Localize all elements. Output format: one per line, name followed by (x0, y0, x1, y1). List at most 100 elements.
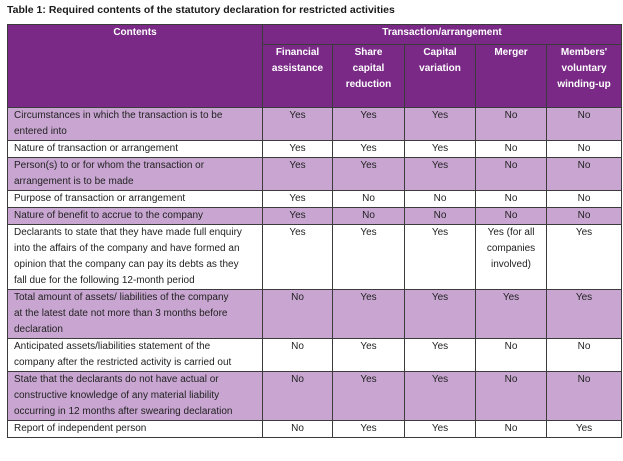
value-cell: Yes (404, 140, 476, 158)
row-label-line: Anticipated assets/liabilities statement… (14, 341, 211, 352)
value-cell: Yes (332, 107, 405, 141)
row-label-cell: Purpose of transaction or arrangement (7, 190, 263, 208)
table-row: Circumstances in which the transaction i… (7, 107, 623, 141)
value-cell: No (475, 371, 547, 421)
value-cell: Yes (262, 107, 333, 141)
row-label-line: Nature of transaction or arrangement (14, 143, 178, 154)
value-line: Yes (431, 160, 449, 171)
row-label-line: entered into (14, 126, 67, 137)
value-line: No (291, 423, 304, 434)
row-label-line: Purpose of transaction or arrangement (14, 193, 186, 204)
value-line: Yes (360, 292, 377, 303)
value-line: No (504, 210, 518, 221)
row-label-line: Declarants to state that they have made … (14, 227, 242, 238)
value-line: No (291, 341, 304, 352)
value-cell: No (262, 338, 333, 372)
row-label-line: company after the restricted activity is… (14, 357, 232, 368)
value-line: Yes (575, 227, 593, 238)
value-cell: Yes (404, 224, 476, 290)
value-line: No (577, 374, 591, 385)
table-row: Total amount of assets/ liabilities of t… (7, 289, 623, 339)
value-cell: No (475, 207, 547, 225)
value-line: Yes (289, 143, 306, 154)
value-line: No (504, 160, 518, 171)
value-cell: Yes (332, 338, 405, 372)
value-cell: No (475, 157, 547, 191)
value-cell: Yes (262, 140, 333, 158)
value-cell: Yes (404, 107, 476, 141)
contents-header: Contents (7, 24, 263, 108)
value-line: No (291, 374, 304, 385)
column-header-line: reduction (345, 79, 392, 90)
column-header: Merger (475, 44, 547, 108)
value-line: No (504, 143, 518, 154)
row-label-line: Person(s) to or for whom the transaction… (14, 160, 205, 171)
column-header-line: Members' (560, 47, 608, 58)
value-cell: No (545, 371, 623, 421)
value-line: No (577, 160, 591, 171)
row-label-line: into the affairs of the company and have… (14, 243, 240, 254)
value-cell: Yes (262, 190, 333, 208)
value-line: No (577, 143, 591, 154)
value-line: Yes (431, 341, 449, 352)
value-cell: Yes (545, 420, 623, 438)
value-cell: Yes (332, 140, 405, 158)
value-cell: No (545, 157, 623, 191)
value-line: Yes (for all (487, 227, 535, 238)
value-cell: No (332, 207, 405, 225)
value-line: No (433, 210, 447, 221)
value-line: No (433, 193, 447, 204)
row-label-line: declaration (14, 324, 63, 335)
value-line: Yes (502, 292, 520, 303)
value-cell: No (475, 420, 547, 438)
row-label-cell: Anticipated assets/liabilities statement… (7, 338, 263, 372)
value-cell: Yes (332, 289, 405, 339)
value-line: Yes (289, 110, 306, 121)
column-header: Capital variation (404, 44, 476, 108)
value-line: No (362, 210, 375, 221)
value-line: Yes (431, 374, 449, 385)
row-label-line: arrangement is to be made (14, 176, 134, 187)
value-cell: No (332, 190, 405, 208)
value-line: Yes (431, 227, 449, 238)
value-cell: Yes (262, 157, 333, 191)
value-line: No (577, 193, 591, 204)
value-line: Yes (360, 341, 377, 352)
value-cell: No (545, 107, 623, 141)
value-line: No (291, 292, 304, 303)
column-header-line: Capital (423, 47, 457, 58)
row-label-line: Nature of benefit to accrue to the compa… (14, 210, 203, 221)
column-header-line: assistance (271, 63, 324, 74)
value-line: Yes (360, 423, 377, 434)
row-label-cell: Declarants to state that they have made … (7, 224, 263, 290)
value-line: No (504, 110, 518, 121)
row-label-line: opinion that the company can pay its deb… (14, 259, 239, 270)
table-caption: Table 1: Required contents of the statut… (7, 4, 395, 16)
row-label-line: Total amount of assets/ liabilities of t… (14, 292, 229, 303)
row-label-line: State that the declarants do not have ac… (14, 374, 219, 385)
value-line: Yes (360, 160, 377, 171)
table-row: Nature of transaction or arrangement Yes Y… (7, 140, 623, 158)
row-label-cell: Person(s) to or for whom the transaction… (7, 157, 263, 191)
value-line: Yes (360, 374, 377, 385)
value-line: Yes (431, 143, 449, 154)
value-cell: Yes (332, 224, 405, 290)
value-cell: Yes (545, 289, 623, 339)
value-cell: Yes (404, 371, 476, 421)
value-line: No (362, 193, 375, 204)
value-line: Yes (289, 193, 306, 204)
value-cell: Yes (404, 338, 476, 372)
value-line: Yes (431, 110, 449, 121)
value-cell: Yes (332, 420, 405, 438)
table-row: State that the declarants do not have ac… (7, 371, 623, 421)
value-line: No (577, 341, 591, 352)
transaction-group-header: Transaction/arrangement (261, 24, 623, 45)
table-row: Declarants to state that they have made … (7, 224, 623, 290)
table-row: Person(s) to or for whom the transaction… (7, 157, 623, 191)
row-label-line: at the latest date not more than 3 month… (14, 308, 228, 319)
column-header-line: Financial (275, 47, 320, 58)
column-header: Share capital reduction (332, 44, 405, 108)
value-cell: No (262, 289, 333, 339)
value-line: Yes (289, 227, 306, 238)
value-cell: No (475, 140, 547, 158)
